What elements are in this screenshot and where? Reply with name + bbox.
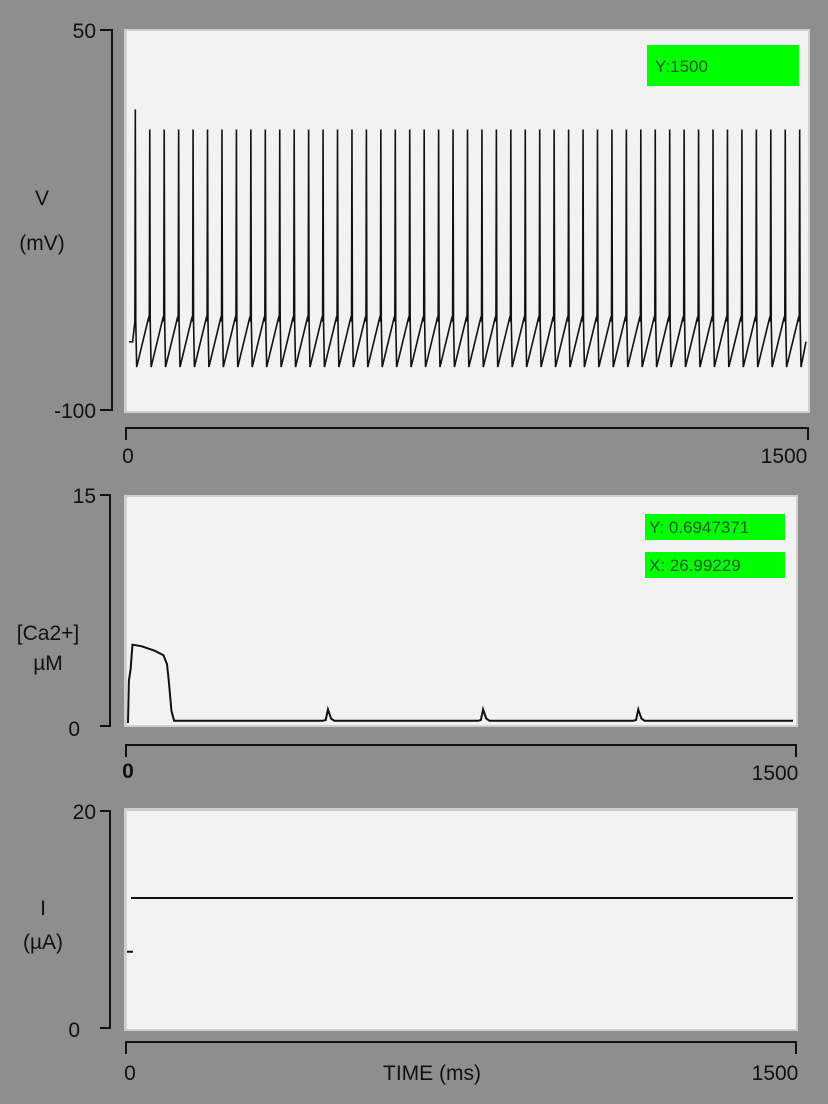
calcium-trace	[127, 643, 793, 724]
voltage-ytick-min: -100	[54, 400, 96, 423]
current-panel: 20 0 I (µA) 0 1500 TIME (ms)	[23, 801, 798, 1085]
calcium-readout-x-text: X: 26.99229	[649, 556, 741, 575]
current-ytick-min: 0	[68, 1019, 80, 1042]
current-ylabel-unit: (µA)	[23, 931, 63, 954]
calcium-readout-y-text: Y: 0.6947371	[649, 518, 749, 537]
voltage-ylabel: V	[35, 187, 49, 210]
voltage-x-axis	[125, 427, 809, 440]
calcium-ytick-min: 0	[68, 718, 80, 741]
calcium-readout-y	[645, 514, 785, 540]
voltage-readout-y-text: Y:1500	[655, 57, 708, 76]
current-x-axis	[125, 1041, 797, 1054]
voltage-trace	[129, 109, 807, 368]
calcium-ytick-max: 15	[73, 485, 96, 508]
voltage-ytick-max: 50	[73, 20, 96, 43]
voltage-panel: 50 -100 V (mV) 0 1500 Y:1500	[19, 20, 810, 468]
time-xlabel: TIME (ms)	[383, 1062, 481, 1085]
current-plot-area[interactable]	[127, 811, 796, 1029]
calcium-readout-x	[645, 552, 785, 578]
calcium-xtick-min: 0	[122, 760, 134, 783]
calcium-ylabel: [Ca2+]	[17, 622, 79, 645]
voltage-xtick-min: 0	[122, 445, 134, 468]
voltage-xtick-max: 1500	[761, 445, 808, 468]
current-ytick-max: 20	[73, 801, 96, 824]
current-xtick-max: 1500	[752, 1062, 799, 1085]
calcium-panel: 15 0 [Ca2+] µM 0 1500 Y: 0.6947371 X: 26…	[17, 485, 799, 785]
voltage-ylabel-unit: (mV)	[19, 232, 65, 255]
current-xtick-min: 0	[124, 1062, 136, 1085]
voltage-y-axis	[100, 29, 113, 411]
current-y-axis	[100, 810, 111, 1029]
calcium-ylabel-unit: µM	[33, 652, 63, 675]
voltage-readout-y	[647, 45, 799, 86]
calcium-y-axis	[100, 494, 111, 727]
current-ylabel: I	[40, 897, 46, 920]
calcium-x-axis	[125, 744, 797, 757]
calcium-xtick-max: 1500	[752, 762, 799, 785]
